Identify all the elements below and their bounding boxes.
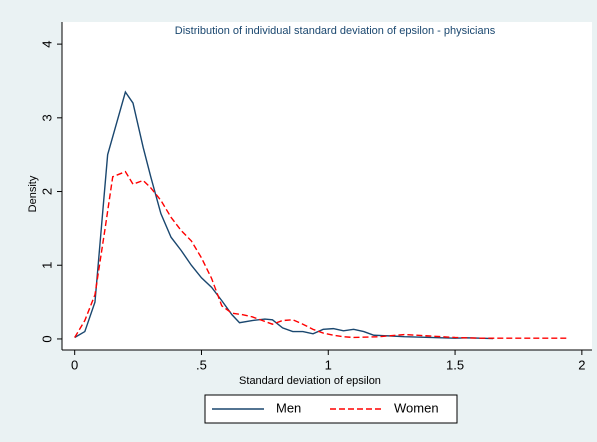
chart-title: Distribution of individual standard devi…: [175, 25, 496, 37]
x-tick-label: 1: [325, 357, 332, 372]
legend-label: Women: [394, 400, 439, 415]
x-tick-label: 1.5: [446, 357, 464, 372]
legend-label: Men: [276, 400, 301, 415]
series-line: [74, 170, 570, 339]
x-tick-label: 0: [71, 357, 78, 372]
y-tick-label: 1: [39, 262, 54, 269]
y-tick-label: 3: [39, 114, 54, 121]
x-tick-label: .5: [196, 357, 207, 372]
x-axis-label: Standard deviation of epsilon: [239, 375, 381, 387]
x-tick-label: 2: [578, 357, 585, 372]
series-line: [74, 90, 494, 340]
y-tick-label: 0: [39, 335, 54, 342]
y-tick-label: 4: [39, 40, 54, 47]
y-axis-label: Density: [27, 175, 39, 212]
plot-region: [62, 22, 592, 350]
y-tick-label: 2: [39, 188, 54, 195]
